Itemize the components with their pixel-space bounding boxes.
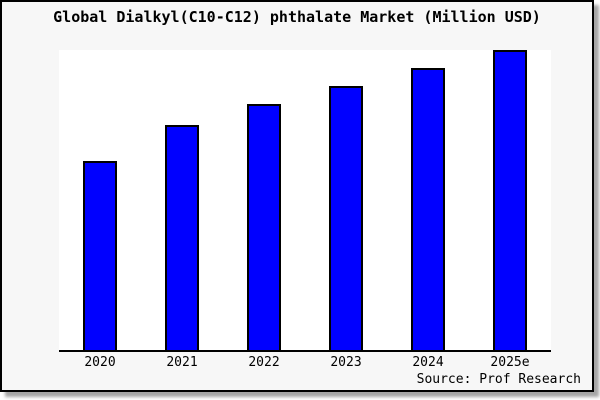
bar-slot <box>387 50 469 350</box>
x-tick-label-2023: 2023 <box>330 355 362 370</box>
bar-2021 <box>165 125 199 350</box>
x-axis-tick-labels: 2020 2021 2022 2023 2024 2025e <box>59 355 551 370</box>
x-tick-label-2021: 2021 <box>166 355 198 370</box>
bar-2022 <box>247 104 281 350</box>
bar-slot <box>469 50 551 350</box>
x-tick-label-2025e: 2025e <box>490 355 530 370</box>
bar-slot <box>223 50 305 350</box>
x-tick-label-2024: 2024 <box>412 355 444 370</box>
plot-area <box>59 50 551 352</box>
x-tick-label-2022: 2022 <box>248 355 280 370</box>
source-credit: Source: Prof Research <box>416 372 581 387</box>
bars-container <box>59 50 551 350</box>
chart-title: Global Dialkyl(C10-C12) phthalate Market… <box>53 8 541 26</box>
bar-2025e <box>493 50 527 350</box>
x-tick-label-2020: 2020 <box>84 355 116 370</box>
bar-2024 <box>411 68 445 350</box>
bar-slot <box>141 50 223 350</box>
bar-slot <box>59 50 141 350</box>
bar-2020 <box>83 161 117 350</box>
chart-frame: Global Dialkyl(C10-C12) phthalate Market… <box>0 0 594 392</box>
bar-slot <box>305 50 387 350</box>
bar-2023 <box>329 86 363 350</box>
